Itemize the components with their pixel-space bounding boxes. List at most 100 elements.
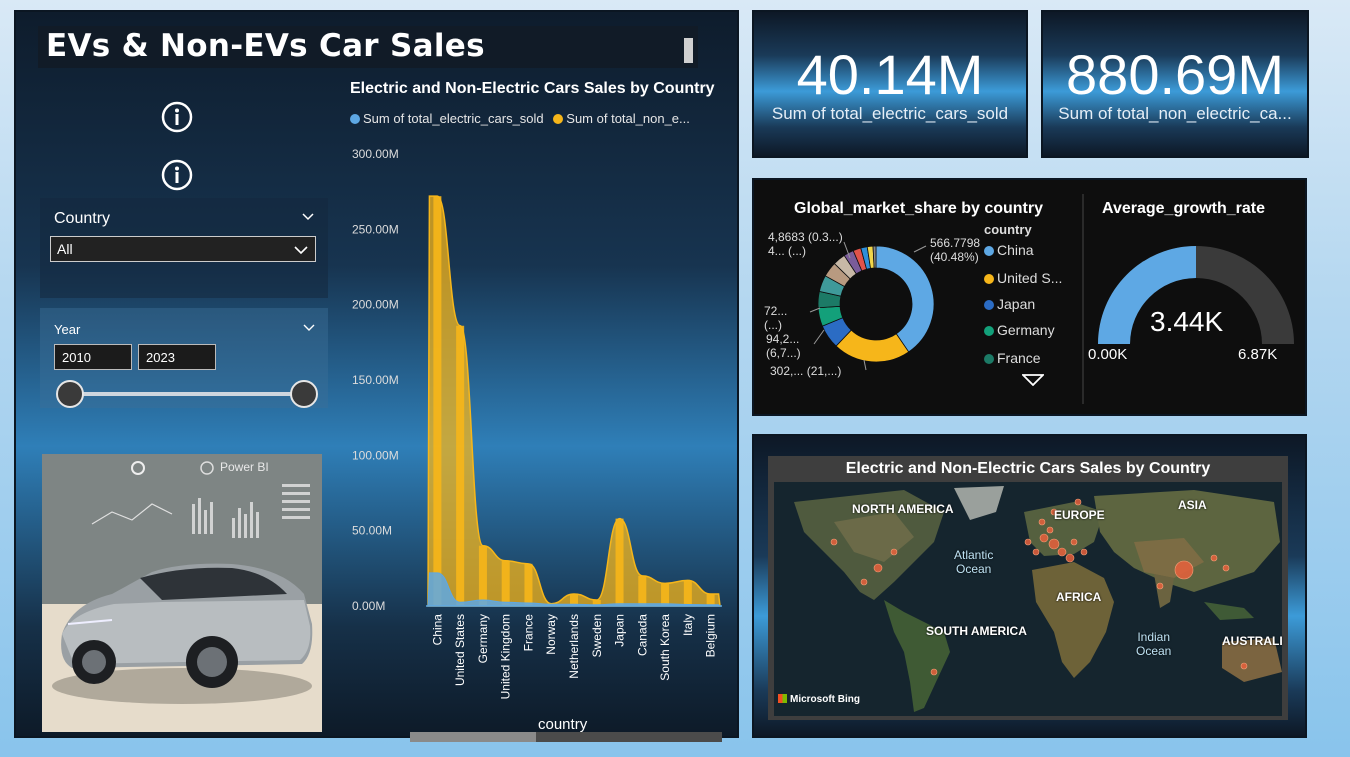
donut-chart[interactable] [754, 180, 1084, 418]
text-cursor [684, 38, 693, 63]
map-label-asia: ASIA [1178, 498, 1207, 512]
map-label-africa: AFRICA [1056, 590, 1102, 604]
kpi-card-non-electric: 880.69M Sum of total_non_electric_ca... [1041, 10, 1309, 158]
legend-item-united-states[interactable]: United S... [984, 270, 1062, 286]
map-bubble [1074, 498, 1082, 506]
year-start-input[interactable]: 2010 [54, 344, 132, 370]
area-point-non-electric [501, 560, 510, 606]
chevron-down-icon[interactable] [302, 320, 316, 334]
year-slicer-label: Year [54, 322, 81, 337]
scrollbar-thumb[interactable] [410, 732, 536, 742]
chevron-down-icon[interactable] [300, 208, 316, 224]
donut-slice [872, 245, 877, 269]
legend-item-france[interactable]: France [984, 350, 1041, 366]
y-tick-label: 150.00M [352, 373, 399, 387]
map-bubble [890, 548, 898, 556]
map-panel: Electric and Non-Electric Cars Sales by … [752, 434, 1307, 738]
microsoft-bing-logo: Microsoft Bing [778, 694, 860, 705]
gauge-max-label: 6.87K [1238, 346, 1278, 363]
map-bubble [873, 563, 883, 573]
car-illustration [42, 454, 322, 732]
area-chart-scrollbar[interactable] [410, 732, 722, 742]
map-bubble [1032, 548, 1040, 556]
map-bubble [1024, 538, 1032, 546]
market-share-panel: Global_market_share by country 566.7798(… [752, 178, 1307, 416]
map-bubble [1048, 538, 1060, 550]
y-tick-label: 300.00M [352, 147, 399, 161]
donut-label-us: 302,... (21,...) [770, 364, 842, 378]
year-slider-track[interactable] [70, 392, 304, 396]
world-map[interactable] [774, 482, 1282, 716]
country-dropdown[interactable]: All [50, 236, 316, 262]
legend-item-germany[interactable]: Germany [984, 322, 1055, 338]
area-point-non-electric [478, 545, 487, 606]
kpi-label-electric: Sum of total_electric_cars_sold [771, 104, 1009, 123]
map-label-australia: AUSTRALI [1222, 634, 1283, 648]
x-tick-label: United Kingdom [499, 614, 513, 699]
area-chart-x-axis-title: country [538, 716, 588, 733]
x-tick-label: Netherlands [567, 614, 581, 679]
donut-chart-title: Global_market_share by country [794, 200, 1043, 217]
area-chart-plot[interactable]: 0.00M 50.00M 100.00M 150.00M 200.00M 250.00M 3… [346, 76, 729, 738]
year-slider-start-handle[interactable] [56, 380, 84, 408]
kpi-value-non-electric: 880.69M [1066, 43, 1284, 106]
area-chart-title: Electric and Non-Electric Cars Sales by … [350, 80, 715, 97]
info-icon[interactable] [160, 158, 194, 192]
donut-label-small-1: 4,8683 (0.3...) 4... (...) [768, 230, 843, 258]
map-bubble [1174, 560, 1194, 580]
year-slider-end-handle[interactable] [290, 380, 318, 408]
map-bubble [830, 538, 838, 546]
gauge-chart[interactable] [1084, 220, 1309, 350]
map-bubble [860, 578, 868, 586]
area-point-non-electric [433, 196, 442, 606]
donut-leader-line [813, 329, 825, 345]
map-bubble [1065, 553, 1075, 563]
x-tick-label: Italy [681, 614, 695, 636]
legend-dot-non-electric [553, 113, 564, 124]
panel-divider [1082, 194, 1084, 404]
area-point-non-electric [683, 580, 692, 606]
powerbi-label: Power BI [220, 460, 269, 474]
map-label-indian-ocean: Indian Ocean [1136, 630, 1172, 658]
legend-item-non-electric[interactable]: Sum of total_non_e... [566, 111, 690, 127]
map-title: Electric and Non-Electric Cars Sales by … [845, 460, 1211, 477]
legend-dot-electric [350, 113, 360, 124]
legend-item-china[interactable]: China [984, 242, 1034, 258]
area-point-non-electric [706, 593, 715, 606]
map-label-south-america: SOUTH AMERICA [926, 624, 1027, 638]
donut-label-china: 566.7798 (40.48%) [930, 236, 981, 264]
year-end-input[interactable]: 2023 [138, 344, 216, 370]
area-chart: Electric and Non-Electric Cars Sales by … [346, 76, 729, 742]
microsoft-logo-icon [778, 694, 787, 703]
area-point-non-electric [661, 583, 670, 606]
map-bubble [1070, 538, 1078, 546]
x-tick-label: Germany [476, 614, 490, 663]
map-bubble [1050, 508, 1058, 516]
gauge-min-label: 0.00K [1088, 346, 1128, 363]
y-tick-label: 50.00M [352, 524, 392, 538]
donut-slice [875, 245, 935, 353]
map-bubble [1240, 662, 1248, 670]
map-bubble [1057, 547, 1067, 557]
donut-leader-line [809, 307, 821, 313]
legend-more-arrow-icon[interactable] [1022, 374, 1044, 386]
gauge-fill [1098, 246, 1196, 344]
year-slicer: Year 2010 2023 [40, 308, 328, 408]
area-point-non-electric [570, 593, 578, 606]
info-icon[interactable] [160, 100, 194, 134]
country-slicer-label: Country [54, 210, 111, 227]
chevron-down-icon[interactable] [293, 242, 309, 258]
map-label-atlantic-ocean: Atlantic Ocean [954, 548, 994, 576]
x-tick-label: France [521, 614, 535, 652]
legend-item-japan[interactable]: Japan [984, 296, 1035, 312]
car-image: Power BI [42, 454, 322, 732]
area-series-electric [427, 572, 722, 607]
map-label-north-america: NORTH AMERICA [852, 502, 954, 516]
x-tick-label: China [430, 614, 444, 646]
area-point-non-electric [638, 575, 647, 606]
y-tick-label: 100.00M [352, 448, 399, 462]
legend-item-electric[interactable]: Sum of total_electric_cars_sold [363, 111, 544, 127]
gauge-value: 3.44K [1150, 306, 1224, 337]
x-tick-label: Belgium [704, 614, 718, 657]
map-bubble [1222, 564, 1230, 572]
